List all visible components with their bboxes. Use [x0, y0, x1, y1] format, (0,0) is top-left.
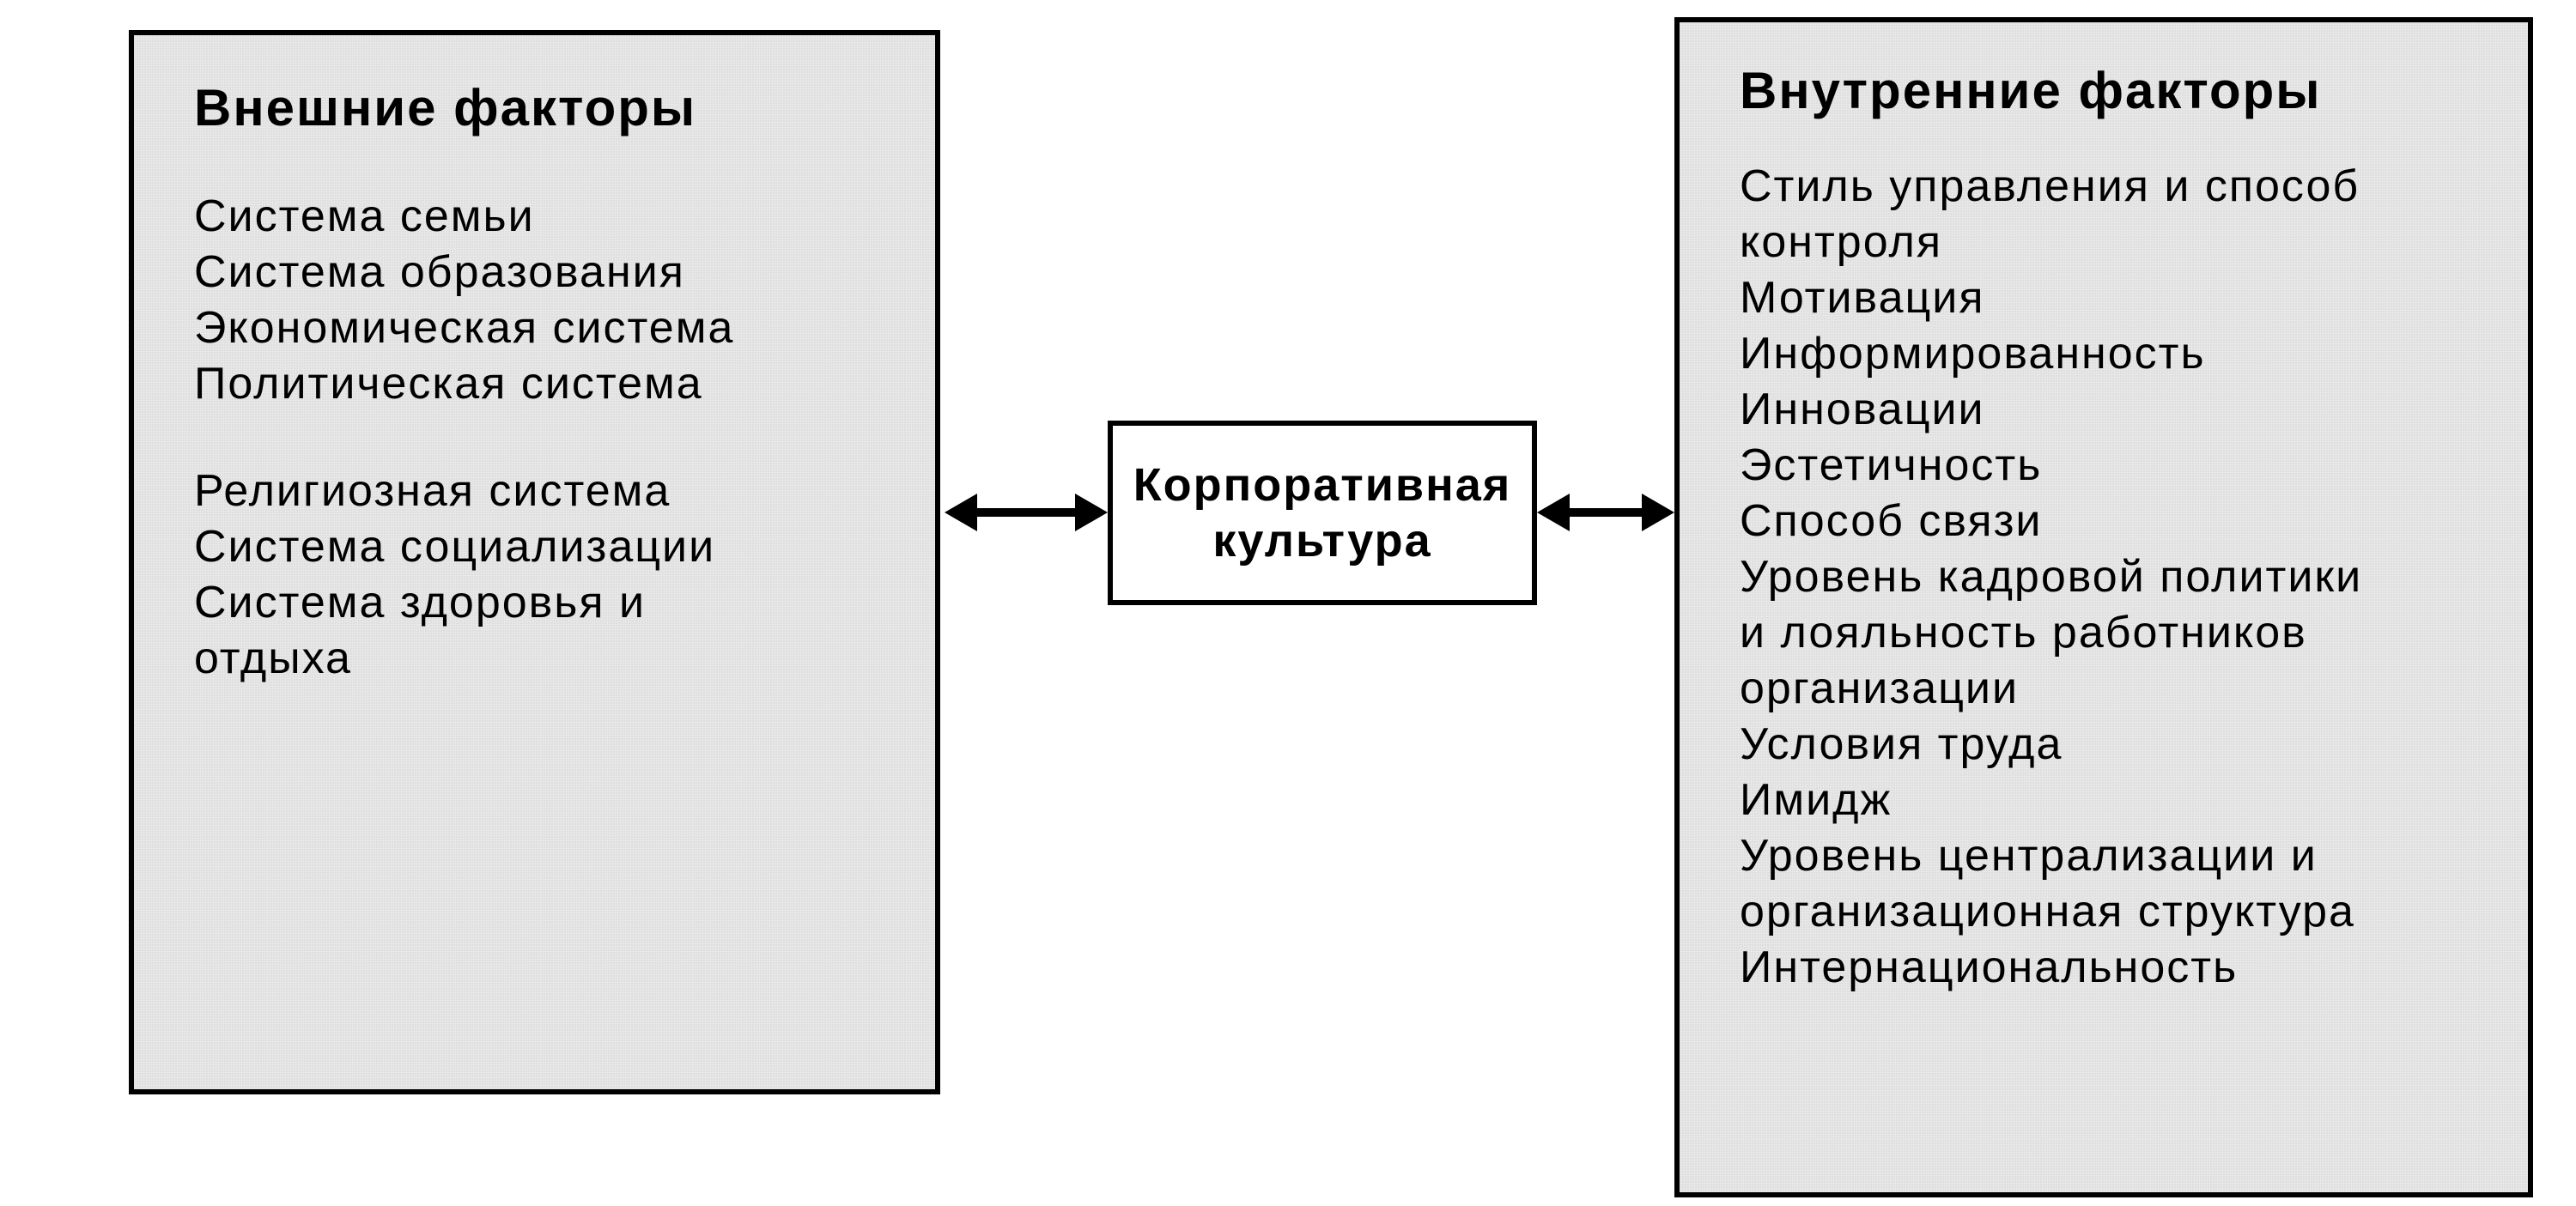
list-item: и лояльность работников [1740, 605, 2476, 661]
list-item: Система семьи [194, 189, 884, 245]
list-item: Система образования [194, 245, 884, 300]
list-item: Инновации [1740, 382, 2476, 438]
list-item: контроля [1740, 215, 2476, 270]
list-item: организационная структура [1740, 884, 2476, 940]
internal-factors-list: Стиль управления и способ контроля Мотив… [1740, 159, 2476, 996]
list-item: Уровень централизации и [1740, 828, 2476, 884]
list-item: Способ связи [1740, 494, 2476, 549]
list-item: Мотивация [1740, 270, 2476, 326]
list-item: Система социализации [194, 519, 884, 575]
external-factors-title: Внешние факторы [194, 78, 884, 137]
list-item: организации [1740, 661, 2476, 717]
internal-factors-panel: Внутренние факторы Стиль управления и сп… [1674, 17, 2533, 1197]
list-gap [194, 412, 884, 464]
list-item: Религиозная система [194, 464, 884, 519]
list-item: Имидж [1740, 773, 2476, 828]
center-box-line2: культура [1212, 513, 1431, 569]
external-factors-panel: Внешние факторы Система семьи Система об… [129, 30, 940, 1094]
list-item: Экономическая система [194, 300, 884, 356]
corporate-culture-box: Корпоративная культура [1108, 421, 1537, 605]
list-item: Информированность [1740, 326, 2476, 382]
center-box-line1: Корпоративная [1133, 458, 1512, 513]
list-item: Эстетичность [1740, 438, 2476, 494]
list-item: Условия труда [1740, 717, 2476, 773]
list-item: Политическая система [194, 356, 884, 412]
list-item: Стиль управления и способ [1740, 159, 2476, 215]
list-item: отдыха [194, 631, 884, 687]
double-arrow-right-icon [1537, 491, 1674, 534]
list-item: Уровень кадровой политики [1740, 549, 2476, 605]
diagram-canvas: Внешние факторы Система семьи Система об… [0, 0, 2576, 1206]
external-factors-list: Система семьи Система образования Эконом… [194, 189, 884, 687]
internal-factors-title: Внутренние факторы [1740, 61, 2476, 120]
list-item: Интернациональность [1740, 940, 2476, 996]
double-arrow-left-icon [945, 491, 1108, 534]
list-item: Система здоровья и [194, 575, 884, 631]
